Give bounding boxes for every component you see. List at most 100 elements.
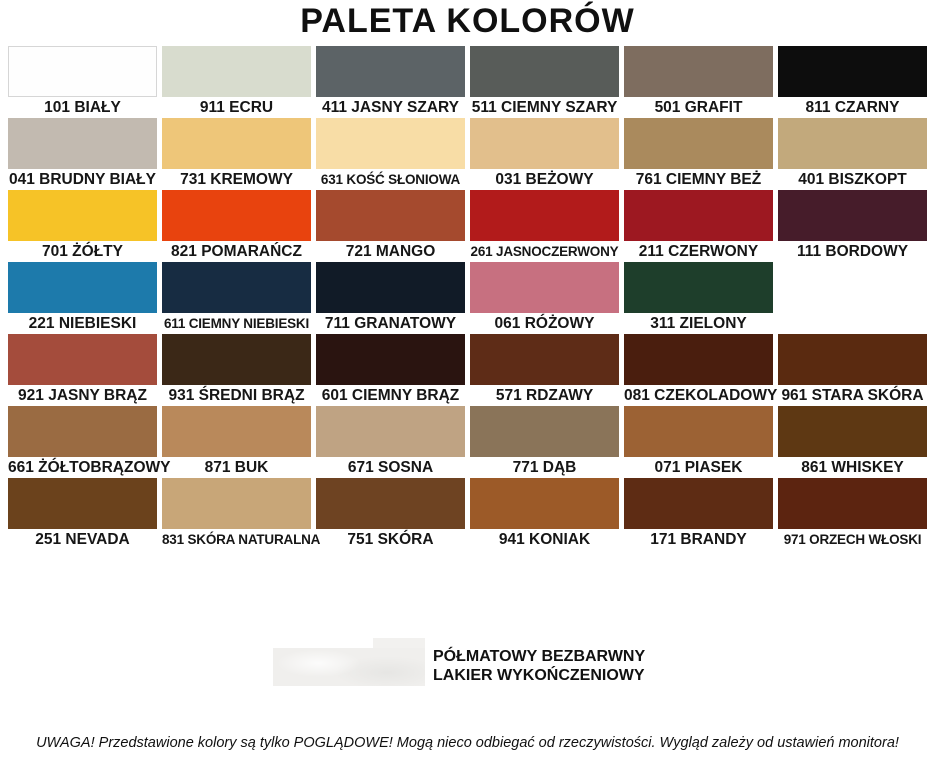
swatch-label: 171 BRANDY (650, 531, 747, 548)
palette-cell: 961 STARA SKÓRA (778, 334, 927, 406)
palette-cell: 721 MANGO (316, 190, 465, 262)
palette-cell: 501 GRAFIT (624, 46, 773, 118)
swatch-label: 221 NIEBIESKI (28, 315, 137, 332)
clear-lacquer-section: PÓŁMATOWY BEZBARWNY LAKIER WYKOŃCZENIOWY (273, 638, 673, 698)
swatch-label: 811 CZARNY (805, 99, 900, 116)
clear-lacquer-swatch (273, 648, 425, 686)
swatch-label: 071 PIASEK (654, 459, 743, 476)
color-swatch (8, 190, 157, 241)
palette-cell: 111 BORDOWY (778, 190, 927, 262)
swatch-label: 831 SKÓRA NATURALNA (162, 532, 321, 547)
color-swatch (8, 262, 157, 313)
color-swatch (8, 406, 157, 457)
color-swatch (162, 262, 311, 313)
palette-row: 701 ŻÓŁTY 821 POMARAŃCZ 721 MANGO 261 JASNO… (8, 190, 927, 262)
color-swatch (162, 406, 311, 457)
color-swatch (316, 478, 465, 529)
color-swatch (470, 46, 619, 97)
color-swatch (624, 46, 773, 97)
palette-cell: 821 POMARAŃCZ (162, 190, 311, 262)
swatch-label: 031 BEŻOWY (495, 171, 594, 188)
color-swatch (162, 334, 311, 385)
color-swatch (316, 118, 465, 169)
color-swatch (316, 262, 465, 313)
palette-cell: 631 KOŚĆ SŁONIOWA (316, 118, 465, 190)
palette-cell: 931 ŚREDNI BRĄZ (162, 334, 311, 406)
palette-row: 101 BIAŁY 911 ECRU 411 JASNY SZARY 511 CIEM… (8, 46, 927, 118)
palette-row: 661 ŻÓŁTOBRĄZOWY 871 BUK 671 SOSNA 771 DĄB 0… (8, 406, 927, 478)
clear-lacquer-label-line1: PÓŁMATOWY BEZBARWNY (433, 648, 646, 665)
palette-cell: 101 BIAŁY (8, 46, 157, 118)
palette-cell: 661 ŻÓŁTOBRĄZOWY (8, 406, 170, 478)
color-swatch (316, 190, 465, 241)
disclaimer-text: UWAGA! Przedstawione kolory są tylko POG… (36, 735, 899, 751)
clear-lacquer-label-line2: LAKIER WYKOŃCZENIOWY (433, 667, 645, 684)
color-swatch (470, 118, 619, 169)
palette-cell: 861 WHISKEY (778, 406, 927, 478)
palette-cell: 171 BRANDY (624, 478, 773, 550)
palette-row: 221 NIEBIESKI 611 CIEMNY NIEBIESKI 711 GRA… (8, 262, 927, 334)
color-swatch (162, 118, 311, 169)
palette-cell: 211 CZERWONY (624, 190, 773, 262)
swatch-label: 101 BIAŁY (44, 99, 121, 116)
swatch-label: 931 ŚREDNI BRĄZ (168, 387, 305, 404)
palette-cell: 041 BRUDNY BIAŁY (8, 118, 157, 190)
palette-row: 041 BRUDNY BIAŁY 731 KREMOWY 631 KOŚĆ SŁON… (8, 118, 927, 190)
palette-cell: 911 ECRU (162, 46, 311, 118)
color-swatch (624, 334, 773, 385)
swatch-label: 821 POMARAŃCZ (171, 243, 302, 260)
palette-cell: 971 ORZECH WŁOSKI (778, 478, 927, 550)
color-swatch (778, 46, 927, 97)
color-swatch (162, 478, 311, 529)
color-swatch (316, 46, 465, 97)
color-swatch (624, 478, 773, 529)
clear-lacquer-label: PÓŁMATOWY BEZBARWNY LAKIER WYKOŃCZENIOWY (433, 647, 645, 685)
color-swatch (778, 478, 927, 529)
palette-grid: 101 BIAŁY 911 ECRU 411 JASNY SZARY 511 CIEM… (8, 46, 927, 550)
palette-cell: 401 BISZKOPT (778, 118, 927, 190)
color-swatch (624, 118, 773, 169)
palette-cell: 941 KONIAK (470, 478, 619, 550)
palette-row: 251 NEVADA 831 SKÓRA NATURALNA 751 SKÓRA 94… (8, 478, 927, 550)
swatch-label: 711 GRANATOWY (324, 315, 457, 332)
swatch-label: 921 JASNY BRĄZ (18, 387, 147, 404)
color-swatch (470, 334, 619, 385)
palette-cell: 261 JASNOCZERWONY (470, 190, 619, 262)
color-swatch (8, 478, 157, 529)
color-swatch (778, 190, 927, 241)
color-swatch (470, 478, 619, 529)
color-swatch (470, 262, 619, 313)
color-swatch (162, 46, 311, 97)
swatch-label: 771 DĄB (512, 459, 577, 476)
palette-row: 921 JASNY BRĄZ 931 ŚREDNI BRĄZ 601 CIEMNY … (8, 334, 927, 406)
swatch-label: 261 JASNOCZERWONY (470, 244, 619, 259)
palette-cell: 611 CIEMNY NIEBIESKI (162, 262, 311, 334)
color-swatch (778, 334, 927, 385)
swatch-label: 081 CZEKOLADOWY (624, 387, 778, 404)
palette-cell: 831 SKÓRA NATURALNA (162, 478, 321, 550)
palette-cell: 251 NEVADA (8, 478, 157, 550)
palette-cell: 701 ŻÓŁTY (8, 190, 157, 262)
palette-cell: 771 DĄB (470, 406, 619, 478)
color-swatch (8, 334, 157, 385)
swatch-label: 211 CZERWONY (638, 243, 759, 260)
palette-cell: 751 SKÓRA (316, 478, 465, 550)
color-swatch (778, 406, 927, 457)
swatch-label: 751 SKÓRA (347, 531, 434, 548)
palette-cell: 031 BEŻOWY (470, 118, 619, 190)
palette-cell: 071 PIASEK (624, 406, 773, 478)
color-swatch (316, 406, 465, 457)
clear-lacquer-swatch-step (373, 638, 425, 650)
swatch-label: 701 ŻÓŁTY (42, 243, 123, 260)
swatch-label: 721 MANGO (345, 243, 436, 260)
color-swatch (470, 190, 619, 241)
swatch-label: 911 ECRU (199, 99, 274, 116)
palette-cell: 731 KREMOWY (162, 118, 311, 190)
swatch-label: 571 RDZAWY (495, 387, 594, 404)
swatch-label: 061 RÓŻOWY (494, 315, 595, 332)
swatch-label: 111 BORDOWY (796, 243, 909, 260)
swatch-label: 251 NEVADA (35, 531, 130, 548)
swatch-label: 611 CIEMNY NIEBIESKI (163, 316, 310, 331)
swatch-label: 971 ORZECH WŁOSKI (783, 532, 922, 547)
